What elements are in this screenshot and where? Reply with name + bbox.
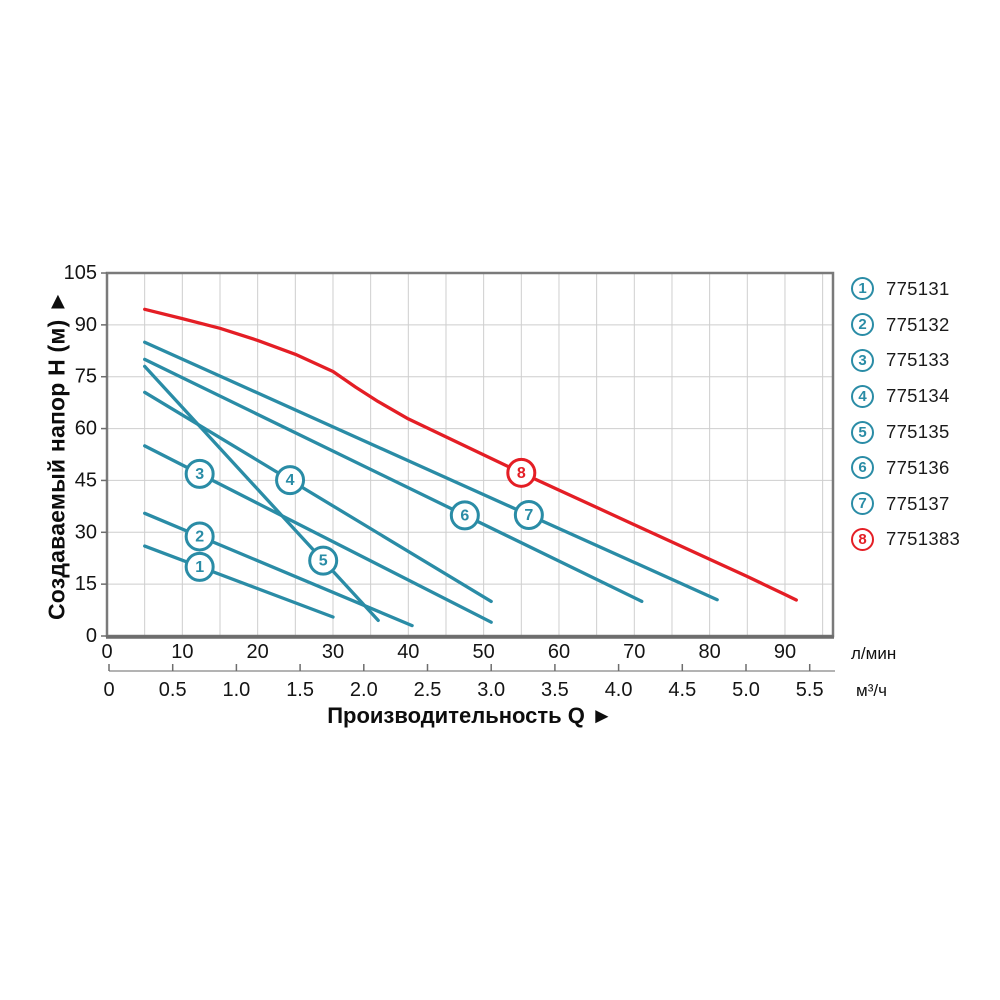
- svg-text:60: 60: [548, 641, 570, 663]
- curve-1: [143, 544, 335, 619]
- legend-item-4: 4 775134: [851, 378, 960, 414]
- legend-number-circle-1: 1: [851, 277, 874, 301]
- legend: 1 775131 2 775132 3 775133 4 775134 5 775135 6 7751…: [851, 271, 960, 557]
- curve-label-7: 7: [513, 500, 544, 531]
- legend-code-4: 775134: [886, 385, 950, 407]
- curve-6: [143, 357, 644, 604]
- svg-text:1.0: 1.0: [222, 679, 250, 701]
- legend-number-circle-4: 4: [851, 384, 874, 408]
- legend-code-2: 775132: [886, 313, 950, 335]
- legend-code-1: 775131: [886, 277, 950, 299]
- legend-item-3: 3 775133: [851, 343, 960, 379]
- legend-item-2: 2 775132: [851, 307, 960, 343]
- svg-text:3.0: 3.0: [477, 679, 505, 701]
- svg-text:40: 40: [397, 641, 419, 663]
- svg-text:3: 3: [195, 466, 204, 483]
- svg-text:10: 10: [171, 641, 193, 663]
- legend-number-circle-8: 8: [851, 527, 874, 551]
- legend-code-6: 775136: [886, 456, 950, 478]
- legend-number-circle-2: 2: [851, 313, 874, 337]
- legend-code-8: 7751383: [886, 528, 961, 550]
- svg-text:2.5: 2.5: [414, 679, 442, 701]
- curve-label-6: 6: [449, 500, 480, 531]
- svg-text:8: 8: [517, 465, 526, 482]
- curve-label-1: 1: [184, 551, 215, 582]
- legend-number-circle-7: 7: [851, 492, 874, 516]
- legend-code-7: 775137: [886, 492, 950, 514]
- svg-text:50: 50: [473, 641, 495, 663]
- legend-code-5: 775135: [886, 421, 950, 443]
- svg-text:0: 0: [103, 679, 114, 701]
- svg-text:30: 30: [322, 641, 344, 663]
- svg-text:75: 75: [75, 366, 97, 388]
- y-axis-ticks: 0 15 30 45 60 75 90 105: [64, 262, 107, 647]
- svg-text:2.0: 2.0: [350, 679, 378, 701]
- svg-text:0.5: 0.5: [159, 679, 187, 701]
- svg-text:30: 30: [75, 521, 97, 543]
- svg-text:4.0: 4.0: [605, 679, 633, 701]
- svg-text:90: 90: [774, 641, 796, 663]
- legend-number-circle-5: 5: [851, 420, 874, 444]
- svg-text:60: 60: [75, 418, 97, 440]
- svg-text:5.5: 5.5: [796, 679, 824, 701]
- legend-item-8: 8 7751383: [851, 522, 960, 558]
- curve-label-4: 4: [275, 465, 306, 496]
- svg-text:0: 0: [101, 641, 112, 663]
- legend-item-7: 7 775137: [851, 486, 960, 522]
- legend-item-1: 1 775131: [851, 271, 960, 307]
- y-axis-title: Создаваемый напор H (м) ►: [43, 289, 70, 621]
- svg-text:2: 2: [195, 528, 204, 545]
- svg-text:5.0: 5.0: [732, 679, 760, 701]
- svg-text:3.5: 3.5: [541, 679, 569, 701]
- svg-text:6: 6: [460, 507, 469, 524]
- svg-text:45: 45: [75, 469, 97, 491]
- legend-item-6: 6 775136: [851, 450, 960, 486]
- curve-label-2: 2: [184, 521, 215, 552]
- svg-text:20: 20: [247, 641, 269, 663]
- curve-label-3: 3: [184, 458, 215, 489]
- legend-code-3: 775133: [886, 349, 950, 371]
- curve-label-5: 5: [308, 545, 339, 576]
- svg-text:90: 90: [75, 314, 97, 336]
- svg-text:15: 15: [75, 573, 97, 595]
- svg-text:80: 80: [699, 641, 721, 663]
- svg-text:1: 1: [195, 559, 204, 576]
- legend-number-circle-6: 6: [851, 456, 874, 480]
- curve-8: [143, 307, 798, 602]
- svg-text:4.5: 4.5: [668, 679, 696, 701]
- curve-label-8: 8: [506, 457, 537, 488]
- svg-text:5: 5: [319, 553, 328, 570]
- x-axis-title: Производительность Q ►: [327, 703, 613, 728]
- x-axis-unit-lmin: л/мин: [851, 644, 897, 663]
- svg-text:105: 105: [64, 262, 97, 284]
- svg-text:1.5: 1.5: [286, 679, 314, 701]
- svg-text:0: 0: [86, 625, 97, 647]
- legend-item-5: 5 775135: [851, 414, 960, 450]
- svg-text:4: 4: [286, 472, 295, 489]
- x-axis-m3h: 0 0.5 1.0 1.5 2.0 2.5 3.0 3.5 4.0 4.5 5.0 5.5: [103, 664, 835, 701]
- svg-text:7: 7: [524, 507, 533, 524]
- svg-text:70: 70: [623, 641, 645, 663]
- curve-5: [143, 364, 380, 623]
- x-axis-lmin-labels: 0 10 20 30 40 50 60 70 80 90: [101, 641, 796, 663]
- x-axis-unit-m3h: м³/ч: [856, 681, 887, 700]
- legend-number-circle-3: 3: [851, 348, 874, 372]
- curve-7: [143, 340, 719, 602]
- gridlines: [107, 273, 833, 636]
